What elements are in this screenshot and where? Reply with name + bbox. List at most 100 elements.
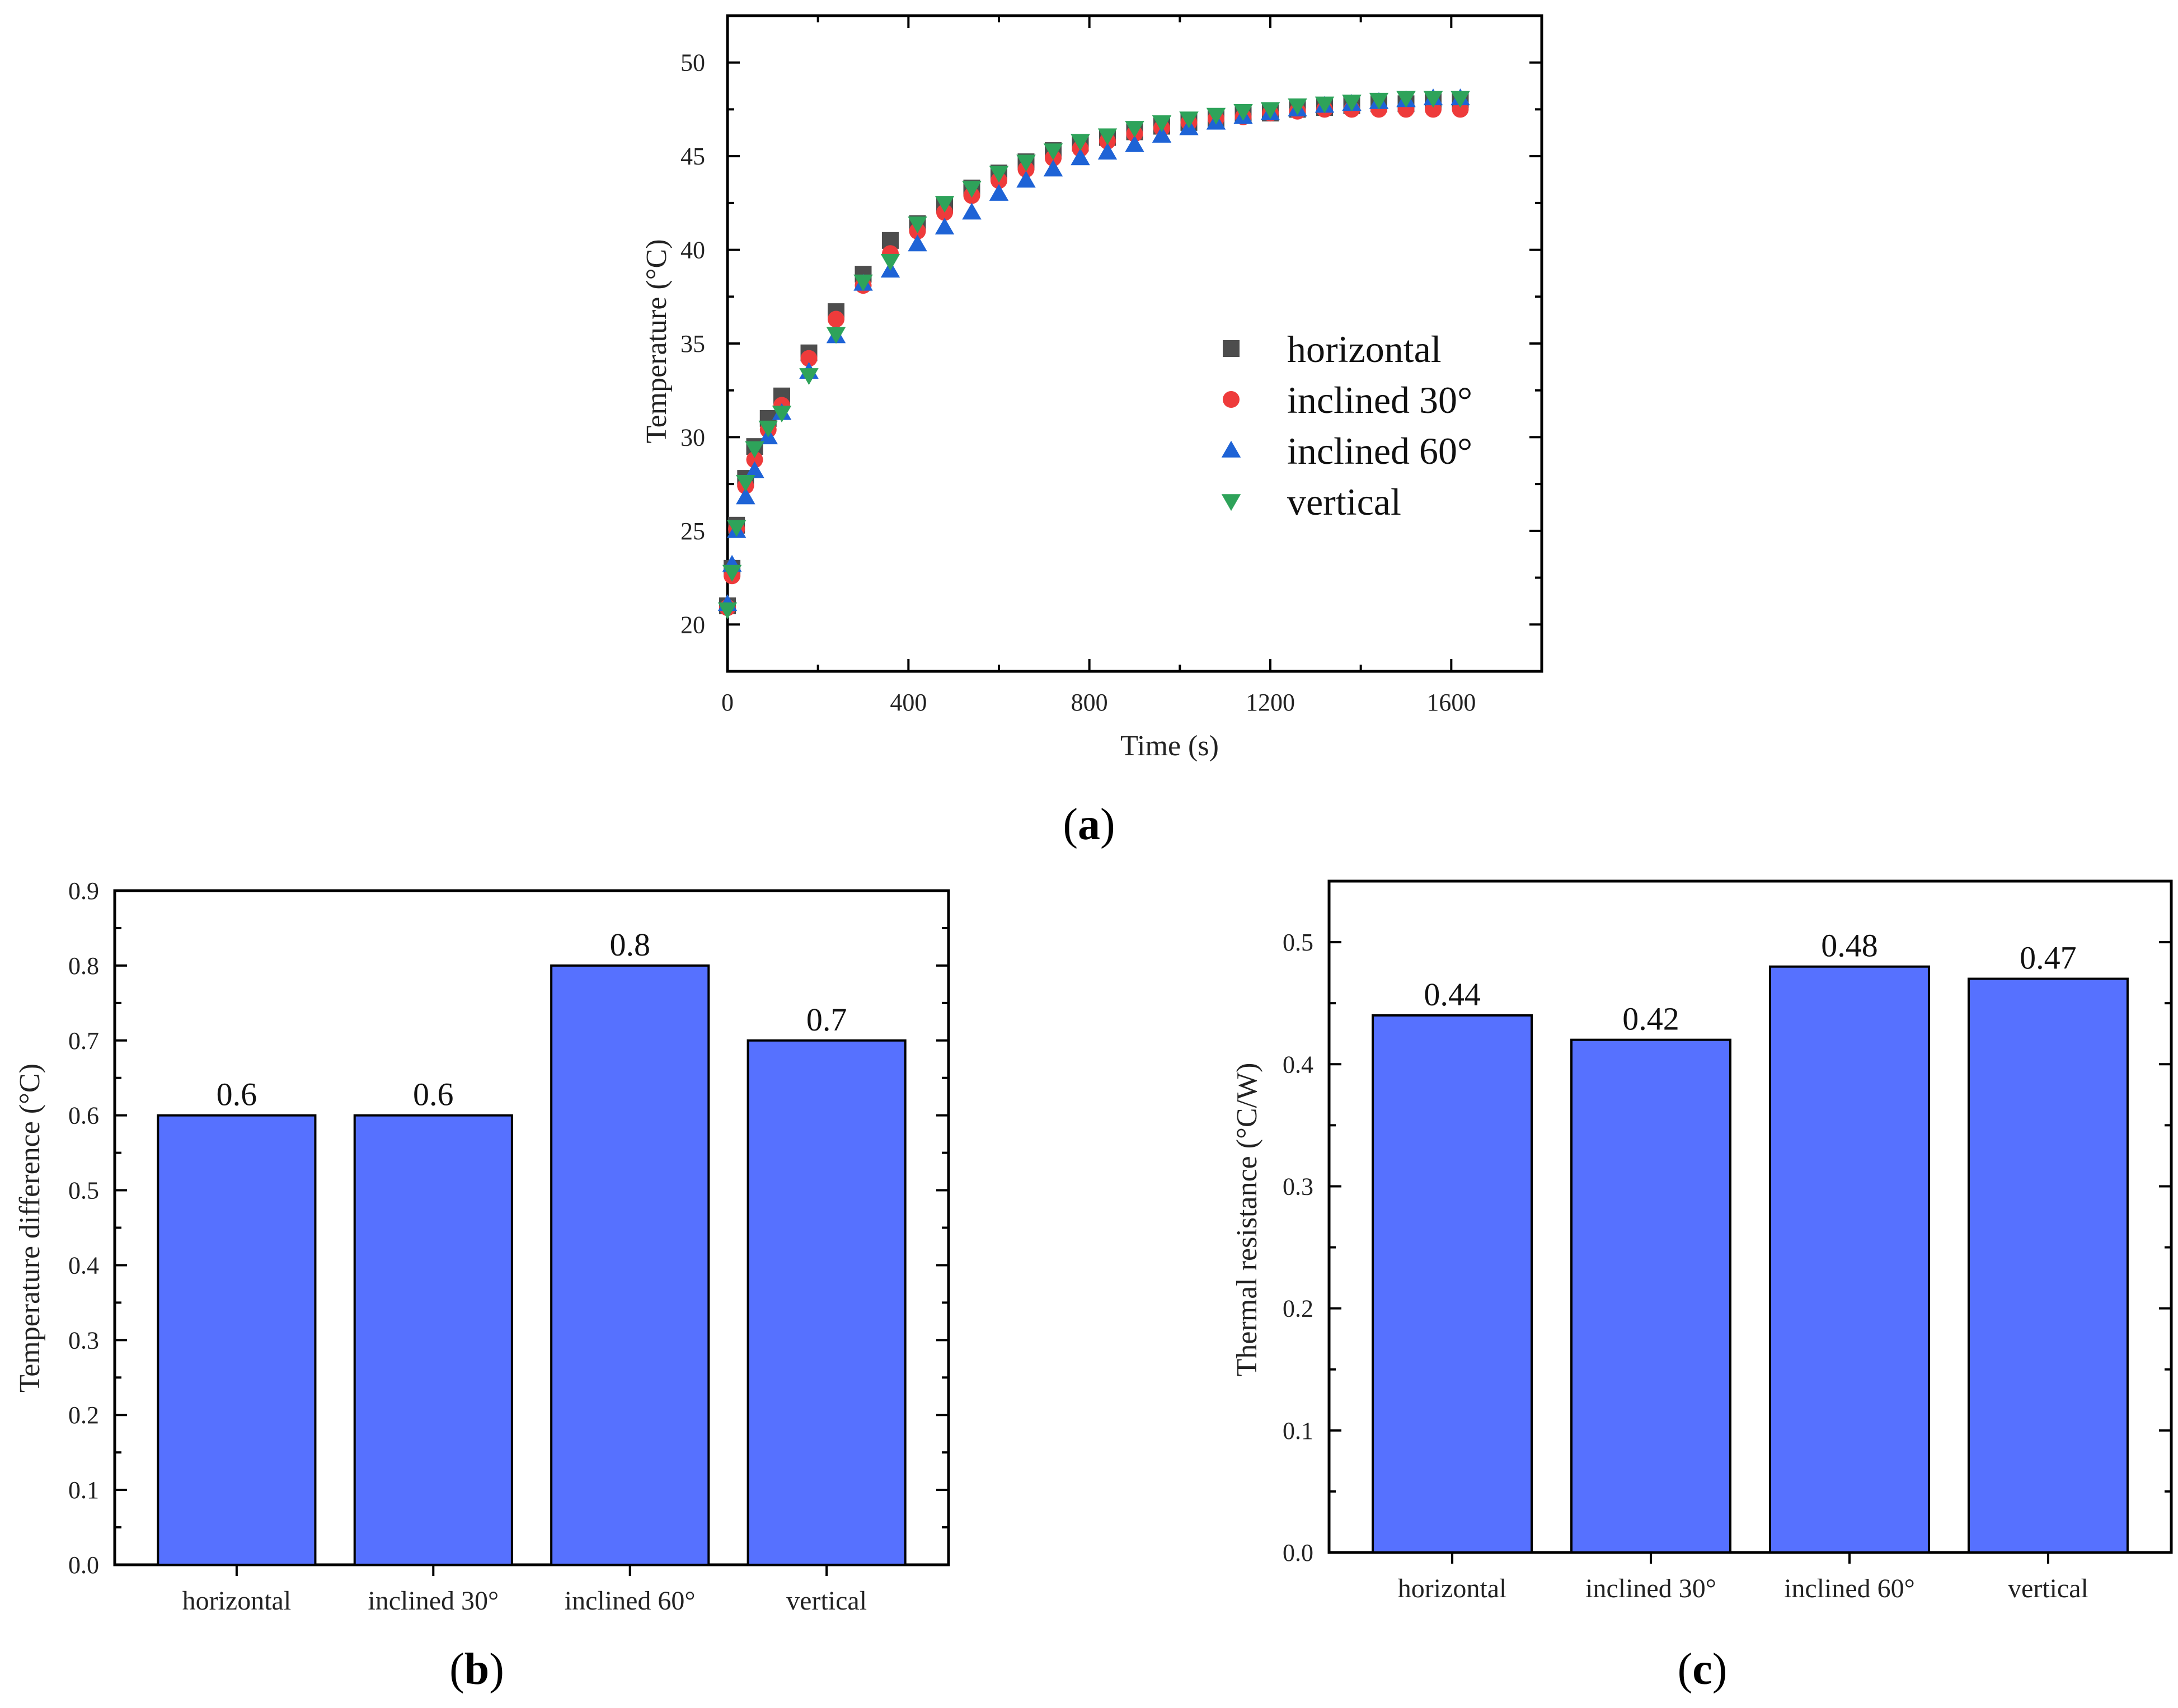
chart-b-bar bbox=[157, 1114, 317, 1566]
chart-a-legend-label: inclined 60° bbox=[1287, 430, 1472, 472]
chart-a-point bbox=[1152, 126, 1172, 143]
chart-a-point bbox=[1125, 135, 1144, 152]
chart-c-ticks: 0.0 0.1 0.2 0.3 0.4 0.5 horizontal inclined 30°… bbox=[1283, 880, 2171, 1603]
chart-a-point bbox=[736, 475, 755, 492]
chart-a-xtick-label: 1200 bbox=[1246, 689, 1295, 716]
chart-a-point bbox=[745, 441, 764, 458]
chart-c-ytick-label: 0.2 bbox=[1283, 1295, 1313, 1323]
chart-a-ytick-label: 40 bbox=[680, 237, 705, 264]
chart-a-point bbox=[1016, 154, 1036, 172]
chart-a-ytick-label: 25 bbox=[680, 517, 705, 545]
chart-a-legend-label: horizontal bbox=[1287, 328, 1442, 370]
chart-c-ytick-label: 0.1 bbox=[1283, 1417, 1313, 1444]
chart-b-bar bbox=[550, 964, 710, 1566]
chart-c-bars: 0.44 0.42 0.48 0.47 bbox=[1372, 928, 2129, 1554]
chart-a-legend: horizontal inclined 30° inclined 60° vertic… bbox=[1221, 328, 1472, 523]
chart-a-legend-marker bbox=[1223, 340, 1240, 357]
chart-a-point bbox=[935, 218, 955, 235]
chart-a-point bbox=[880, 253, 900, 271]
chart-a: 0 400 800 1200 1600 20 25 30 35 40 45 50 Time (s) T… bbox=[641, 14, 1543, 762]
chart-a-series-2 bbox=[717, 88, 1470, 611]
chart-a-point bbox=[722, 564, 742, 582]
chart-a-point bbox=[989, 166, 1009, 183]
chart-b-ytick-label: 0.9 bbox=[68, 877, 99, 905]
chart-c-plot-frame bbox=[1327, 879, 2173, 1554]
chart-a-point bbox=[908, 216, 927, 233]
chart-b: 0.0 0.1 0.2 0.3 0.4 0.5 0.6 0.7 0.8 0.9 horizontal… bbox=[14, 877, 950, 1616]
chart-c-bar bbox=[1967, 977, 2129, 1554]
chart-a-legend-label: inclined 30° bbox=[1287, 379, 1472, 421]
chart-b-bar-label: 0.8 bbox=[609, 926, 650, 963]
chart-a-ytick-label: 50 bbox=[680, 49, 705, 77]
chart-a-legend-marker bbox=[1223, 391, 1240, 408]
chart-b-ytick-label: 0.4 bbox=[68, 1251, 99, 1279]
chart-a-ytick-label: 20 bbox=[680, 611, 705, 638]
chart-c-bar-label: 0.44 bbox=[1424, 976, 1481, 1013]
chart-a-point bbox=[1396, 91, 1416, 108]
chart-a-series-3 bbox=[717, 91, 1470, 619]
chart-b-ticks: 0.0 0.1 0.2 0.3 0.4 0.5 0.6 0.7 0.8 0.9 horizontal… bbox=[68, 877, 949, 1616]
chart-c-bar-label: 0.47 bbox=[2020, 940, 2077, 976]
chart-c-xtick-label: horizontal bbox=[1398, 1574, 1507, 1603]
panel-label-c: (c) bbox=[1678, 1645, 1728, 1694]
chart-a-ytick-label: 35 bbox=[680, 330, 705, 357]
chart-c-ylabel: Thermal resistance (°C/W) bbox=[1231, 1063, 1263, 1377]
chart-c-bar-label: 0.48 bbox=[1821, 928, 1878, 964]
chart-b-ytick-label: 0.3 bbox=[68, 1326, 99, 1354]
chart-a-xtick-label: 0 bbox=[721, 689, 734, 716]
chart-c-ytick-label: 0.4 bbox=[1283, 1051, 1313, 1078]
chart-a-ytick-label: 45 bbox=[680, 143, 705, 170]
chart-a-point bbox=[1071, 134, 1090, 151]
chart-a-point bbox=[1260, 102, 1280, 119]
chart-b-ytick-label: 0.2 bbox=[68, 1401, 99, 1429]
chart-a-point bbox=[726, 520, 747, 537]
chart-a-point bbox=[962, 181, 982, 198]
chart-a-ticks: 0 400 800 1200 1600 20 25 30 35 40 45 50 bbox=[680, 15, 1542, 716]
chart-b-ytick-label: 0.6 bbox=[68, 1102, 99, 1130]
chart-b-ytick-label: 0.8 bbox=[68, 952, 99, 980]
chart-b-bar bbox=[353, 1114, 513, 1566]
chart-c-ytick-label: 0.3 bbox=[1283, 1173, 1313, 1200]
chart-c-xtick-label: inclined 60° bbox=[1784, 1574, 1915, 1603]
chart-a-point bbox=[1016, 171, 1036, 188]
chart-b-xtick-label: inclined 30° bbox=[368, 1586, 499, 1616]
chart-a-point bbox=[1315, 96, 1335, 114]
chart-a-legend-marker bbox=[1221, 494, 1241, 511]
chart-b-bar-label: 0.6 bbox=[413, 1076, 454, 1113]
chart-c-xtick-label: inclined 30° bbox=[1585, 1574, 1716, 1603]
chart-a-point bbox=[1097, 128, 1118, 145]
chart-a-point bbox=[989, 183, 1009, 201]
chart-c-ytick-label: 0.5 bbox=[1283, 929, 1313, 956]
chart-c-bar bbox=[1372, 1014, 1533, 1554]
chart-b-ytick-label: 0.1 bbox=[68, 1476, 99, 1504]
chart-c: 0.0 0.1 0.2 0.3 0.4 0.5 horizontal inclined 30°… bbox=[1231, 879, 2173, 1603]
chart-a-point bbox=[717, 602, 738, 619]
chart-a-point bbox=[1179, 111, 1199, 129]
chart-a-ytick-label: 30 bbox=[680, 424, 705, 451]
chart-a-point bbox=[746, 451, 763, 468]
chart-a-point bbox=[1043, 143, 1063, 161]
chart-a-point bbox=[799, 368, 819, 385]
chart-a-point bbox=[1233, 104, 1253, 121]
chart-a-point bbox=[853, 274, 873, 291]
chart-a-point bbox=[1451, 91, 1470, 108]
chart-a-legend-marker bbox=[1221, 440, 1241, 458]
chart-a-point bbox=[1369, 92, 1389, 110]
chart-c-ytick-label: 0.0 bbox=[1283, 1539, 1313, 1566]
chart-b-ytick-label: 0.0 bbox=[68, 1551, 99, 1579]
chart-a-point bbox=[828, 310, 844, 328]
chart-a-point bbox=[908, 234, 927, 252]
chart-a-legend-label: vertical bbox=[1287, 481, 1401, 523]
chart-c-xtick-label: vertical bbox=[2008, 1574, 2088, 1603]
chart-a-point bbox=[1206, 107, 1226, 125]
chart-b-bar-label: 0.7 bbox=[806, 1001, 847, 1038]
chart-a-point bbox=[1423, 91, 1443, 108]
chart-a-xtick-label: 800 bbox=[1071, 689, 1108, 716]
chart-a-point bbox=[1152, 115, 1172, 133]
panel-label-a: (a) bbox=[1063, 800, 1115, 849]
chart-b-bars: 0.6 0.6 0.8 0.7 bbox=[157, 926, 907, 1566]
chart-a-ylabel: Temperature (°C) bbox=[641, 239, 673, 443]
chart-a-point bbox=[736, 487, 755, 505]
chart-a-point bbox=[1043, 159, 1063, 177]
